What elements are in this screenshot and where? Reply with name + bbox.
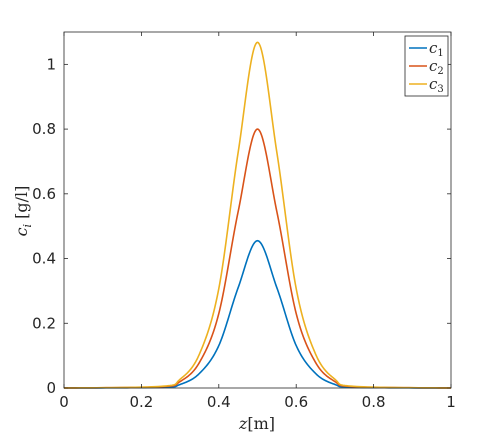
x-tick-label: 0.8 (362, 393, 386, 411)
axes-box (63, 31, 452, 389)
legend-label-c2: c2 (429, 57, 444, 77)
ticks-group: 0 0.2 0.4 0.6 0.8 1 0 0.2 0.4 0.6 0.8 1 (32, 32, 456, 411)
series-line-c3 (63, 41, 452, 389)
y-axis-label: ci [g/l] (12, 186, 34, 237)
x-tick-label: 1 (446, 393, 456, 411)
y-tick-label: 0.4 (32, 250, 56, 268)
x-tick-label: 0.2 (129, 393, 153, 411)
y-tick-label: 0.8 (32, 120, 56, 138)
plot-frame-fill (64, 32, 451, 388)
series-group (63, 41, 452, 389)
plot-area (64, 32, 451, 388)
y-tick-label: 0.6 (32, 185, 56, 203)
x-tick-label: 0.4 (207, 393, 231, 411)
y-tick-label: 1 (46, 55, 56, 73)
axes-group (63, 31, 452, 389)
series-line-c2 (63, 128, 452, 389)
series-line-c1 (63, 239, 452, 389)
x-axis-label: z[m] (238, 414, 275, 433)
x-tick-label: 0 (59, 393, 69, 411)
x-tick-label: 0.6 (284, 393, 308, 411)
y-tick-label: 0.2 (32, 314, 56, 332)
legend-label-c3: c3 (429, 75, 444, 95)
y-tick-label: 0 (46, 379, 56, 397)
legend-label-c1: c1 (429, 39, 444, 59)
